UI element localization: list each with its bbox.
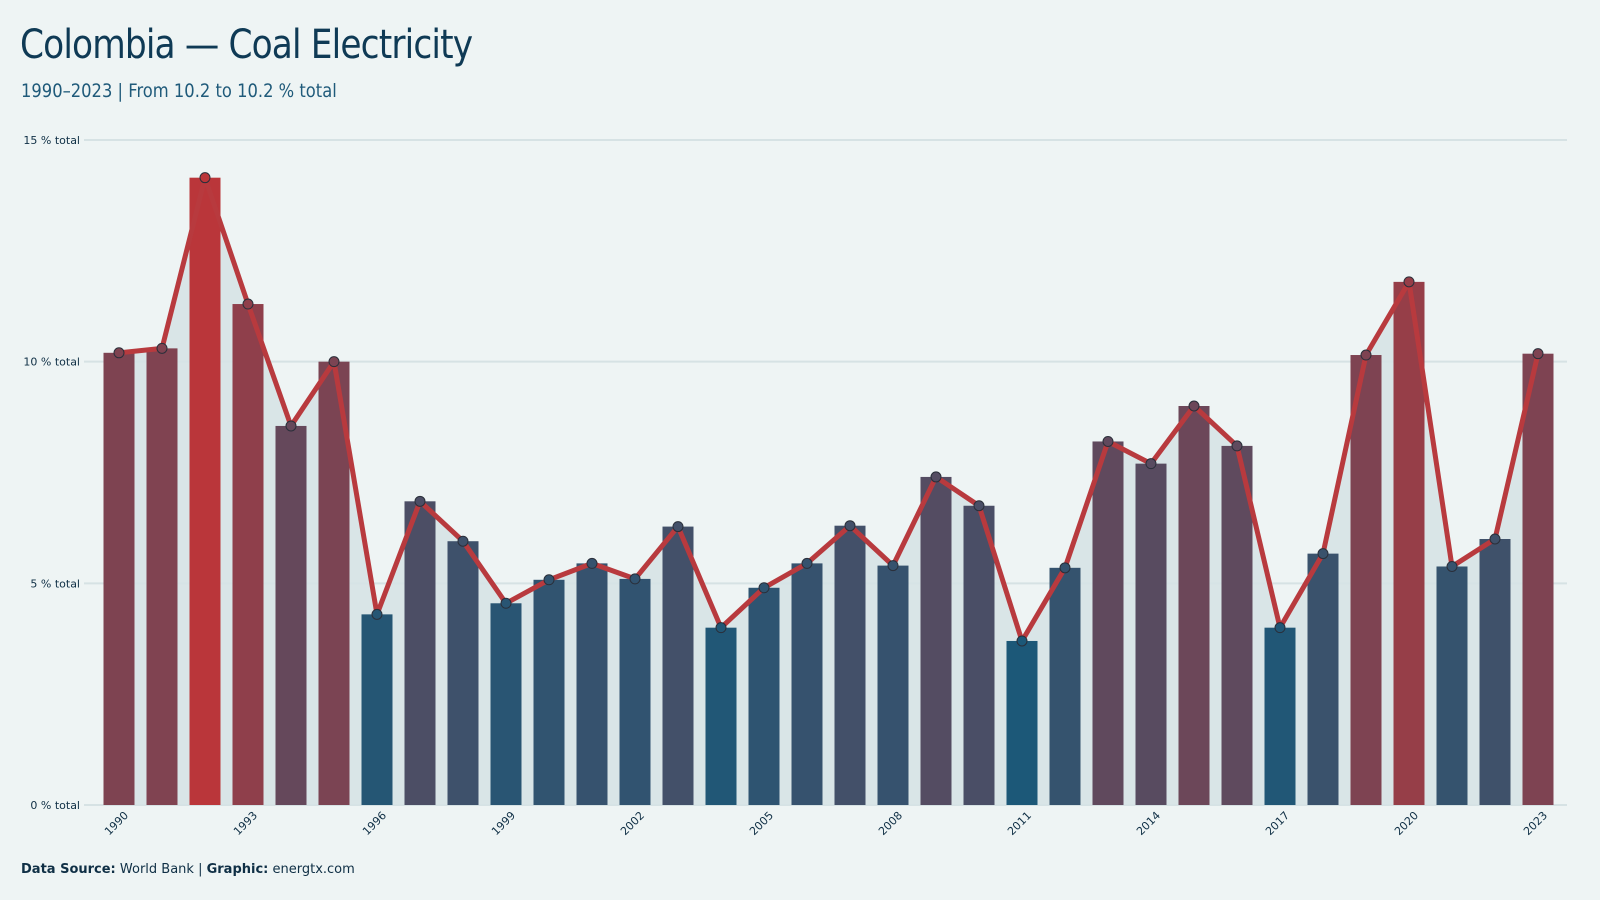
point-1999 [500,597,512,609]
bar-1992 [189,177,221,805]
bar-2003 [662,526,694,805]
point-2021 [1446,560,1458,572]
bar-2002 [619,578,651,805]
point-1994 [285,420,297,432]
bar-2020 [1393,281,1425,805]
point-2008 [887,560,899,572]
x-tick-label: 2023 [1521,809,1550,838]
trend-line [118,175,1541,644]
bar-2015 [1178,406,1210,805]
bar-2010 [963,505,995,805]
x-tick-label: 1999 [489,809,518,838]
point-1996 [371,608,383,620]
point-2011 [1016,635,1028,647]
x-tick-label: 1990 [102,809,131,838]
point-2002 [629,573,641,585]
x-tick-label: 2005 [747,809,776,838]
bar-2008 [877,565,909,805]
bar-1991 [146,348,178,805]
bar-1994 [275,425,307,805]
footer-credits: Data Source: World Bank | Graphic: energ… [21,862,355,877]
point-2013 [1102,435,1114,447]
graphic-value: energtx.com [268,862,355,877]
y-tick-label: 15 % total [23,134,80,147]
point-1990 [113,347,125,359]
point-1992 [199,172,211,184]
x-tick-label: 2002 [618,809,647,838]
point-2020 [1403,276,1415,288]
point-2023 [1532,348,1544,360]
bar-1996 [361,614,393,805]
chart-subtitle: 1990–2023 | From 10.2 to 10.2 % total [21,80,337,102]
y-tick-label: 10 % total [23,356,80,369]
point-2007 [844,520,856,532]
chart-title: Colombia — Coal Electricity [20,22,473,68]
bar-1998 [447,541,479,805]
source-value: World Bank | [115,862,207,877]
bar-1993 [232,304,264,805]
point-2000 [543,574,555,586]
bar-2011 [1006,640,1038,805]
x-tick-label: 2017 [1263,809,1292,838]
source-label: Data Source: [21,862,116,877]
bar-2014 [1135,463,1167,805]
x-tick-label: 2014 [1134,809,1163,838]
point-2018 [1317,548,1329,560]
point-1993 [242,298,254,310]
point-1991 [156,342,168,354]
point-2004 [715,622,727,634]
point-2012 [1059,562,1071,574]
graphic-label: Graphic: [206,862,269,877]
bar-2006 [791,563,823,805]
bar-2019 [1350,355,1382,805]
point-2015 [1188,400,1200,412]
point-2016 [1231,440,1243,452]
bar-1999 [490,603,522,805]
bar-2007 [834,525,866,805]
bar-2001 [576,563,608,805]
point-2003 [672,521,684,533]
point-1998 [457,535,469,547]
point-2017 [1274,622,1286,634]
point-1995 [328,356,340,368]
x-tick-label: 1993 [231,809,260,838]
y-tick-label: 0 % total [30,799,80,812]
x-tick-label: 2011 [1005,809,1034,838]
point-2006 [801,557,813,569]
y-tick-label: 5 % total [30,577,80,590]
bar-2021 [1436,566,1468,805]
bar-2004 [705,627,737,805]
bar-2016 [1221,445,1253,805]
point-2019 [1360,349,1372,361]
point-2014 [1145,458,1157,470]
point-2001 [586,557,598,569]
bar-2000 [533,579,565,805]
bar-2009 [920,476,952,805]
bar-2018 [1307,553,1339,805]
bar-1997 [404,501,436,805]
bar-2013 [1092,441,1124,805]
bar-2023 [1522,353,1554,805]
x-tick-label: 2020 [1392,809,1421,838]
bar-2022 [1479,539,1511,805]
bar-1990 [103,352,135,805]
bar-2017 [1264,627,1296,805]
point-2005 [758,582,770,594]
bar-2005 [748,587,780,805]
point-1997 [414,495,426,507]
point-2022 [1489,533,1501,545]
point-2009 [930,471,942,483]
point-2010 [973,500,985,512]
bar-2012 [1049,567,1081,805]
x-tick-label: 2008 [876,809,905,838]
x-tick-label: 1996 [360,809,389,838]
